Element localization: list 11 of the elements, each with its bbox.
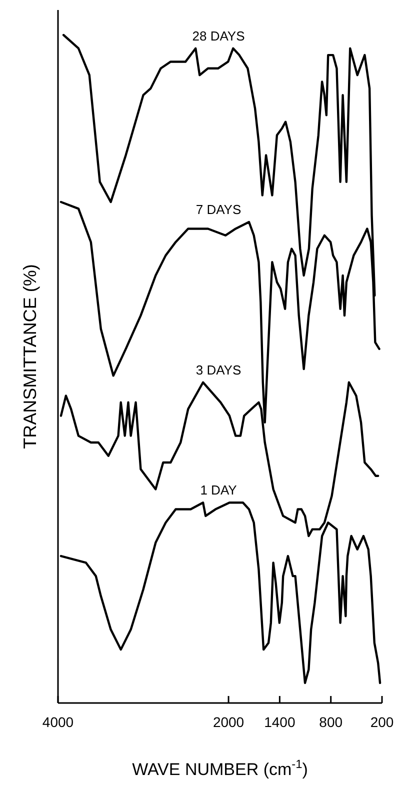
x-tick-label: 4000 [42,714,74,730]
x-tick-label: 800 [319,714,343,730]
series-label: 3 DAYS [196,362,242,378]
x-tick-label: 1400 [264,714,296,730]
x-axis-title: WAVE NUMBER (cm$^{-1}$) [132,757,308,779]
series-label: 1 DAY [200,482,238,498]
y-axis-title: TRANSMITTANCE (%) [20,264,40,449]
x-tick-label: 200 [370,714,394,730]
series-label: 7 DAYS [196,202,242,218]
series-label: 28 DAYS [192,28,246,44]
x-tick-label: 2000 [212,714,244,730]
